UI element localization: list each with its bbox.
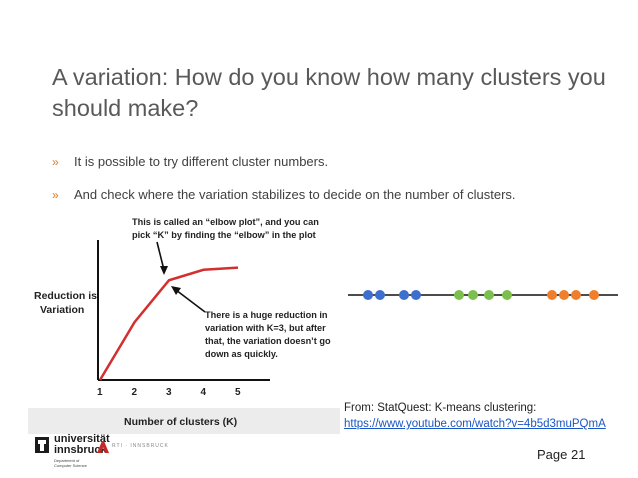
bullet-text: And check where the variation stabilizes… <box>74 187 516 202</box>
cluster-dot <box>484 290 494 300</box>
bullet-marker-icon: » <box>52 188 59 202</box>
y-label-line2: Variation <box>40 304 84 316</box>
partner-logo: RTI · INNSBRUCK <box>95 440 168 459</box>
eagle-logo-icon <box>35 437 49 453</box>
cluster-dot <box>454 290 464 300</box>
x-axis-label: Number of clusters (K) <box>124 416 237 428</box>
x-tick-label: 2 <box>132 387 138 398</box>
arrowhead-mid-icon <box>171 286 181 295</box>
annotation-top-line1: This is called an “elbow plot”, and you … <box>132 217 319 227</box>
cluster-dot <box>589 290 599 300</box>
source-link[interactable]: https://www.youtube.com/watch?v=4b5d3muP… <box>344 418 606 430</box>
annotation-mid-line1: There is a huge reduction in <box>205 310 328 320</box>
source-prefix: From: StatQuest: K-means clustering: <box>344 402 537 414</box>
cluster-dots <box>363 290 599 300</box>
page-number: Page 21 <box>537 447 586 462</box>
cluster-dot <box>547 290 557 300</box>
bullet-item: » It is possible to try different cluster… <box>52 154 328 169</box>
department-name: Department of Computer Science <box>54 458 87 468</box>
slide-title: A variation: How do you know how many cl… <box>52 64 606 121</box>
cluster-dot <box>411 290 421 300</box>
cluster-dot <box>468 290 478 300</box>
university-name: universität innsbruck <box>54 433 110 456</box>
annotation-mid-line4: down as quickly. <box>205 349 278 359</box>
cluster-dot <box>375 290 385 300</box>
annotation-mid-line2: variation with K=3, but after <box>205 323 326 333</box>
partner-mark-icon <box>97 441 109 453</box>
cluster-dot <box>571 290 581 300</box>
elbow-points <box>99 267 239 381</box>
source-citation: From: StatQuest: K-means clustering: htt… <box>344 400 606 432</box>
x-tick-label: 4 <box>201 387 207 398</box>
cluster-dot <box>502 290 512 300</box>
cluster-dot <box>363 290 373 300</box>
cluster-dot <box>399 290 409 300</box>
bullet-text: It is possible to try different cluster … <box>74 154 329 169</box>
bullet-marker-icon: » <box>52 155 59 169</box>
partner-name: RTI · INNSBRUCK <box>112 443 169 449</box>
y-label-line1: Reduction is <box>34 290 97 302</box>
university-logo: universität innsbruck Department of Comp… <box>32 434 110 468</box>
x-tick-labels: 1 2 3 4 5 <box>97 387 241 398</box>
x-tick-label: 3 <box>166 387 172 398</box>
annotation-arrow-top <box>156 241 165 271</box>
cluster-dot <box>559 290 569 300</box>
x-tick-label: 5 <box>235 387 241 398</box>
arrowhead-top-icon <box>160 266 168 275</box>
annotation-mid-line3: that, the variation doesn’t go <box>205 336 331 346</box>
bullet-item: » And check where the variation stabilize… <box>52 187 516 202</box>
x-tick-label: 1 <box>97 387 103 398</box>
annotation-top-line2: pick “K” by finding the “elbow” in the p… <box>132 230 316 240</box>
figure-footer-band <box>28 408 340 434</box>
annotation-arrow-mid <box>175 289 206 313</box>
